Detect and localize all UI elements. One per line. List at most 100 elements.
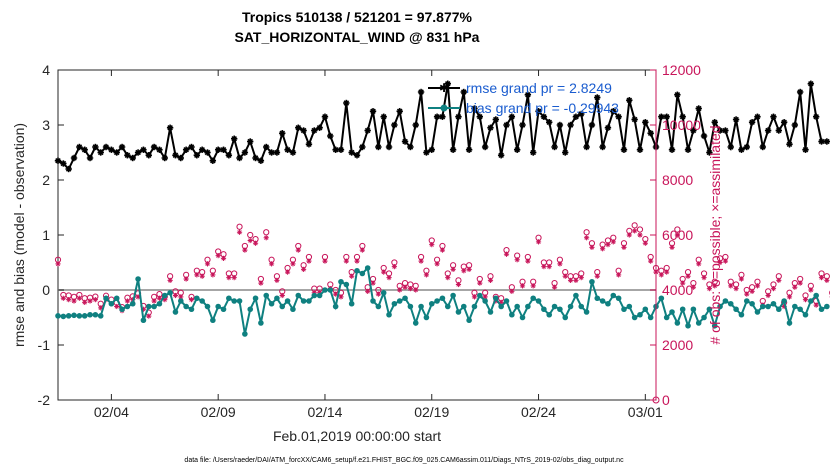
obs-assimilated-point [434,261,440,267]
obs-assimilated-point [429,242,435,248]
obs-assimilated-stroke [509,289,515,294]
obs-assimilated-stroke [792,285,797,290]
rmse-point [743,143,750,151]
rmse-point-stroke [316,124,323,131]
obs-assimilated-stroke [611,239,616,245]
obs-assimilated-point [487,277,494,283]
bias-point [530,295,536,302]
bias-point [428,300,435,307]
bias-point [252,295,259,302]
bias-point [359,270,366,277]
rmse-point-stroke [727,144,734,150]
obs-assimilated-stroke [547,264,552,269]
obs-assimilated-stroke [77,296,82,301]
rmse-point [631,116,638,123]
bias-point [172,309,179,315]
bias-point [290,306,296,313]
obs-assimilated-stroke [739,276,744,282]
bias-point [482,298,488,304]
rmse-point-stroke [220,146,227,153]
rmse-point [257,157,265,164]
obs-assimilated-point [92,297,98,303]
bias-point [108,300,115,307]
obs-assimilated-point [71,298,77,304]
rmse-point-stroke [375,144,382,150]
obs-assimilated-point [450,266,456,272]
bias-point [423,314,430,321]
rmse-point [417,88,425,96]
rmse-point-stroke [226,152,232,159]
y2-tick-label: 2000 [662,337,693,353]
rmse-point [214,146,222,153]
rmse-point [439,113,446,120]
obs-assimilated-point [712,283,718,289]
rmse-point [604,124,612,131]
rmse-point-stroke [626,97,633,104]
obs-assimilated-point [124,298,131,304]
bias-point [268,300,275,307]
rmse-point-stroke [322,113,328,120]
bias-point [546,311,553,318]
rmse-point-stroke [621,146,627,153]
obs-assimilated-stroke [322,258,328,264]
rmse-point-stroke [813,113,819,120]
obs-assimilated-point [749,288,755,294]
rmse-point [241,149,249,156]
rmse-point [359,143,366,151]
obs-assimilated-point [658,272,664,278]
obs-assimilated-point [445,275,451,281]
rmse-point-stroke [786,141,793,148]
obs-assimilated-stroke [216,253,221,258]
obs-assimilated-point [258,280,264,286]
bias-point [156,300,163,307]
bias-point [295,292,302,299]
obs-assimilated-stroke [643,241,648,246]
obs-assimilated-stroke [579,275,584,280]
rmse-point [332,146,339,153]
obs-assimilated-stroke [429,242,434,247]
obs-possible-point [674,226,681,233]
rmse-point-stroke [674,91,681,98]
obs-assimilated-stroke [515,257,520,262]
rmse-point-stroke [242,149,248,156]
rmse-point-stroke [775,127,782,134]
obs-assimilated-stroke [125,298,130,304]
obs-possible-point [583,229,590,236]
obs-assimilated-point [252,240,259,246]
bias-point [204,303,211,310]
obs-assimilated-stroke [605,242,611,247]
rmse-point [428,146,435,153]
x-tick-label: 02/09 [201,404,236,420]
obs-assimilated-stroke [93,297,98,302]
obs-assimilated-point [509,288,515,294]
y2-tick-label: 0 [662,392,670,408]
obs-assimilated-point [268,261,275,267]
obs-assimilated-point [744,291,750,297]
obs-assimilated-point [290,261,296,267]
obs-assimilated-point [701,275,707,281]
rmse-point [369,108,377,115]
obs-assimilated-stroke [157,296,162,301]
rmse-point [711,119,718,126]
rmse-point [706,149,713,156]
rmse-point [166,124,174,131]
rmse-point [182,146,190,153]
bias-point [615,295,622,302]
rmse-point-stroke [605,124,611,131]
obs-assimilated-point [284,269,291,275]
obs-assimilated-stroke [386,275,392,280]
rmse-point-stroke [647,130,654,137]
rmse-point-stroke [124,152,131,159]
rmse-point-stroke [701,133,707,139]
obs-assimilated-point [418,258,424,264]
obs-assimilated-stroke [541,264,547,269]
rmse-point-stroke [135,149,141,156]
bias-point [594,295,601,302]
bias-point [541,306,547,313]
obs-assimilated-stroke [776,278,781,283]
rmse-point-stroke [487,124,494,131]
rmse-point-stroke [541,113,547,120]
bias-point [776,306,782,313]
rmse-point-stroke [97,149,104,156]
obs-assimilated-stroke [680,280,685,286]
